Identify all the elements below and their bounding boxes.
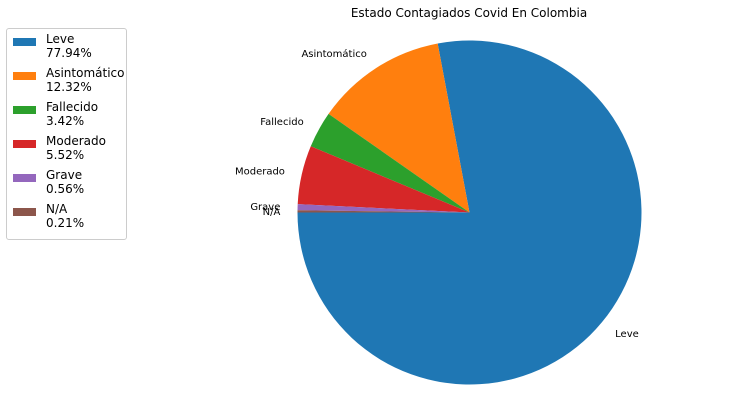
legend-percent: 0.56% [46,182,85,196]
legend-item-leve: Leve 77.94% [7,32,126,66]
legend-percent: 12.32% [46,80,92,94]
legend: Leve 77.94% Asintomático 12.32% Fallecido 3.4… [6,28,127,240]
legend-label: Moderado [46,134,106,148]
legend-swatch [13,174,36,182]
legend-item-n-a: N/A 0.21% [7,202,126,236]
pie-label-fallecido: Fallecido [260,117,303,128]
pie-slice-leve [297,40,642,385]
legend-label: Fallecido [46,100,99,114]
pie-label-asintom-tico: Asintomático [301,48,366,60]
legend-swatch [13,208,36,216]
legend-item-fallecido: Fallecido 3.42% [7,100,126,134]
legend-percent: 3.42% [46,114,85,128]
pie-label-grave: Grave [250,202,280,213]
legend-item-asintom-tico: Asintomático 12.32% [7,66,126,100]
legend-percent: 5.52% [46,148,85,162]
pie-label-moderado: Moderado [235,166,285,177]
legend-swatch [13,38,36,46]
legend-label: N/A [46,202,68,216]
pie-slices [297,40,642,385]
legend-item-grave: Grave 0.56% [7,168,126,202]
legend-swatch [13,106,36,114]
pie-label-n-a: N/A [263,207,281,218]
legend-item-moderado: Moderado 5.52% [7,134,126,168]
pie-labels: Leve Asintomático Fallecido Moderado GraveN/… [235,48,639,340]
chart-title: Estado Contagiados Covid En Colombia [351,6,587,20]
pie-slice-grave [297,204,470,213]
pie-slice-moderado [297,146,470,213]
legend-label: Leve [46,32,75,46]
legend-label: Grave [46,168,83,182]
legend-swatch [13,140,36,148]
pie-slice-asintom-tico [328,43,470,213]
pie-label-leve: Leve [615,329,639,340]
legend-label: Asintomático [46,66,125,80]
pie-slice-n-a [297,210,470,213]
pie-slice-fallecido [310,113,470,213]
legend-percent: 0.21% [46,216,85,230]
legend-percent: 77.94% [46,46,92,60]
legend-swatch [13,72,36,80]
